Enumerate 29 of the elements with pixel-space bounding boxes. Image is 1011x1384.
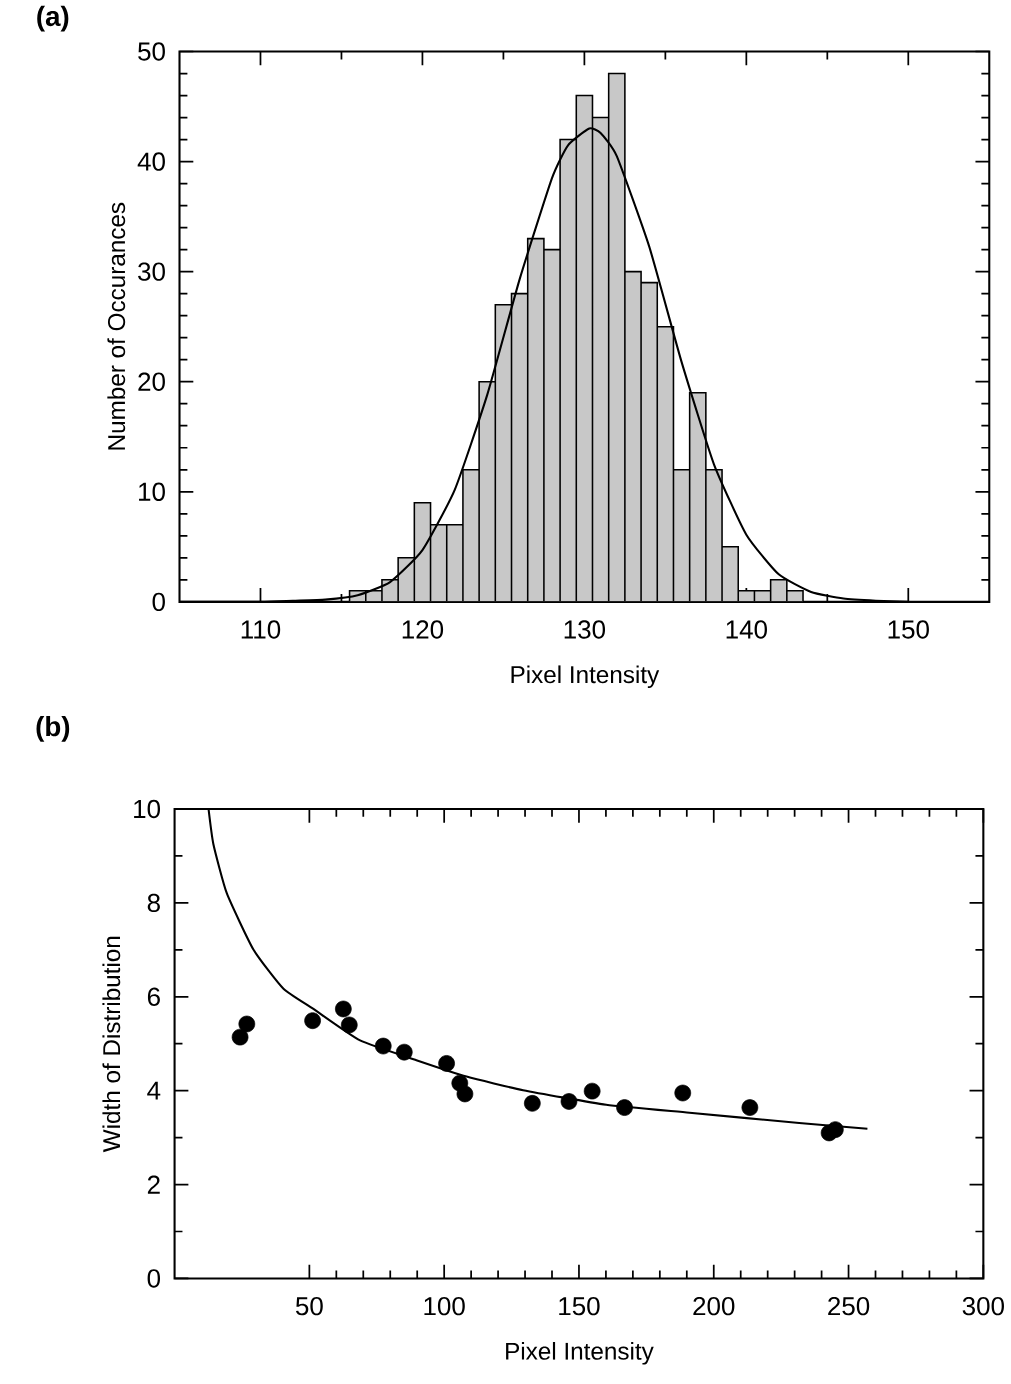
x-tick-label: 140 [726,620,768,639]
y-tick-label: 0 [147,1269,161,1288]
x-tick-label: 200 [693,1296,735,1316]
y-tick-label: 8 [147,893,160,913]
x-tick-label: 100 [424,1296,465,1316]
y-tick-label: 30 [138,262,165,281]
y-tick-label: 6 [147,987,160,1006]
x-tick-label: 150 [888,620,929,639]
x-tick-label: 110 [241,620,281,639]
x-tick-label: 130 [564,620,606,639]
y-tick-label: 10 [139,482,165,501]
x-tick-label: 120 [402,620,444,639]
y-tick-label: 20 [138,372,165,391]
y-tick-label: 0 [152,592,165,612]
x-tick-label: 150 [559,1296,600,1316]
y-tick-label: 50 [138,42,165,61]
x-axis-title: Pixel Intensity [506,1342,654,1365]
y-axis-title: Number of Occurances [107,202,126,450]
text: (b) [36,715,70,742]
x-tick-label: 250 [828,1296,870,1316]
x-tick-label: 50 [295,1296,323,1316]
y-tick-label: 10 [134,799,161,819]
y-tick-label: 2 [147,1175,160,1194]
y-tick-label: 40 [137,152,165,171]
x-axis-title: Pixel Intensity [511,665,660,689]
text: (a) [37,5,69,32]
y-tick-label: 4 [147,1081,161,1100]
x-tick-label: 300 [962,1296,1005,1316]
y-axis-title: Width of Distribution [102,936,121,1153]
